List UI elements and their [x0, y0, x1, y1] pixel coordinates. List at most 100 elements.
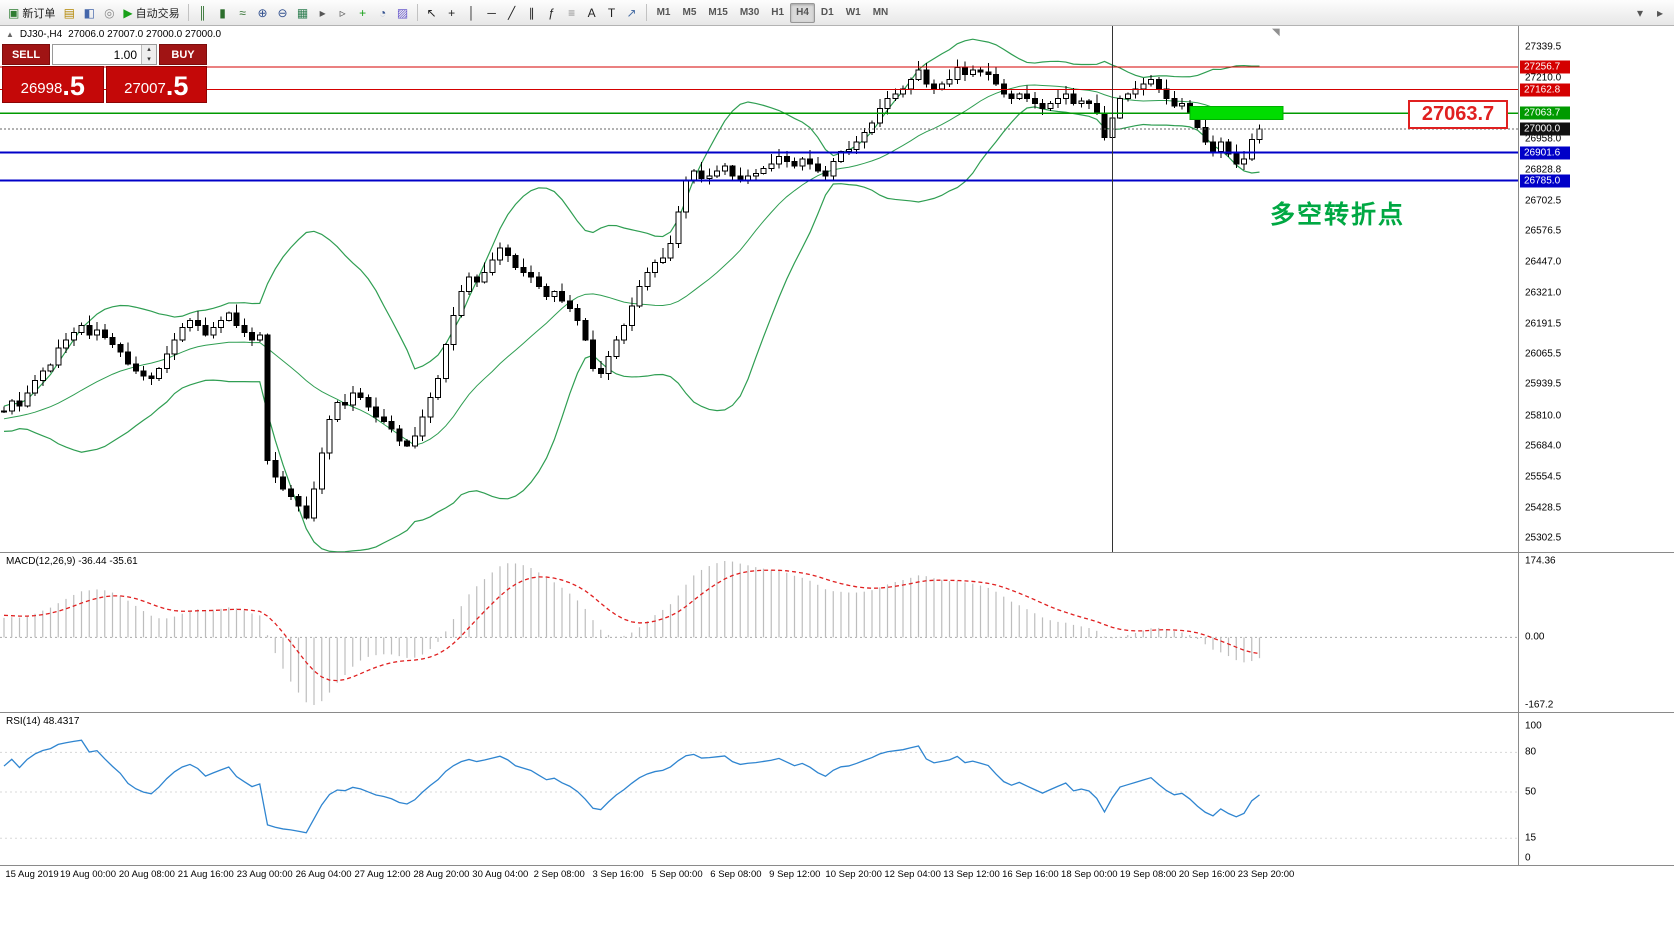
fibo-tool-icon: ƒ [548, 5, 555, 20]
timeframe-m15[interactable]: M15 [708, 7, 728, 18]
panel-divider[interactable] [0, 712, 1674, 713]
hline-tool-icon[interactable]: ─ [482, 3, 502, 23]
line-chart-icon: ≈ [239, 5, 246, 20]
price-tick-label: 26702.5 [1525, 195, 1562, 207]
time-axis-label: 27 Aug 12:00 [354, 869, 411, 880]
price-tag[interactable]: 27162.8 [1520, 83, 1570, 97]
time-axis-label: 5 Sep 00:00 [651, 869, 703, 880]
toolbar: ▣ 新订单 ▤ ◧ ◎ ▶ 自动交易 ║ ▮ ≈ ⊕ ⊖ ▦ ▸ ▹ + ◔ ▨ ↖ + │ ─ ╱ ∥ ƒ ≡ A T ↗ M1 M5 M1… [0, 0, 1674, 26]
timeframe-m30[interactable]: M30 [739, 7, 760, 18]
macd-tick-label: -167.2 [1525, 699, 1554, 711]
candle-chart-icon[interactable]: ▮ [213, 3, 233, 23]
time-axis-label: 16 Sep 16:00 [1002, 869, 1059, 880]
timeframe-w1[interactable]: W1 [845, 7, 861, 18]
toolbar-more-button: ▾ [1636, 5, 1644, 20]
bar-chart-icon: ║ [198, 5, 207, 20]
profiles-icon: ◧ [83, 5, 96, 20]
auto-scroll-icon[interactable]: ▸ [313, 3, 333, 23]
tile-windows-icon[interactable]: ▦ [293, 3, 313, 23]
rsi-tick-label: 15 [1525, 832, 1537, 844]
timeframe-m5[interactable]: M5 [682, 7, 697, 18]
trendline-tool-icon[interactable]: ╱ [502, 3, 522, 23]
fibo-tool-icon[interactable]: ƒ [542, 3, 562, 23]
volume-value[interactable]: 1.00 [113, 47, 137, 62]
templates-icon[interactable]: ▨ [393, 3, 413, 23]
volume-up-icon[interactable]: ▴ [142, 45, 156, 55]
price-tag[interactable]: 26785.0 [1520, 174, 1570, 188]
toolbar-more-button[interactable]: ▾ [1630, 3, 1650, 23]
panel-divider[interactable] [0, 552, 1674, 553]
sell-button[interactable]: SELL [2, 44, 50, 65]
price-tag[interactable]: 27063.7 [1520, 106, 1570, 120]
price-tick-label: 26576.5 [1525, 225, 1562, 237]
bollinger-bands [3, 38, 1260, 553]
timeframe-mn[interactable]: MN [872, 7, 889, 18]
toolbar-collapse-button[interactable]: ▸ [1650, 3, 1670, 23]
timeframe-h1[interactable]: H1 [771, 7, 785, 18]
volume-down-icon[interactable]: ▾ [142, 54, 156, 64]
chart-shift-icon[interactable]: ▹ [333, 3, 353, 23]
time-axis-label: 20 Sep 16:00 [1178, 869, 1236, 880]
time-axis-label: 10 Sep 20:00 [825, 869, 882, 880]
buy-button[interactable]: BUY [159, 44, 207, 65]
zoom-in-icon[interactable]: ⊕ [253, 3, 273, 23]
timeframe-m1[interactable]: M1 [656, 7, 671, 18]
profiles-icon[interactable]: ◧ [79, 3, 99, 23]
crosshair-icon[interactable]: + [442, 3, 462, 23]
price-tick-label: 25554.5 [1525, 471, 1562, 483]
toolbar-separator [416, 4, 418, 21]
refresh-icon[interactable]: ◎ [99, 3, 119, 23]
indicators-icon[interactable]: + [353, 3, 373, 23]
time-axis[interactable]: 15 Aug 2019 19 Aug 00:00 20 Aug 08:00 21 Au… [0, 865, 1674, 889]
periods-icon: ◔ [378, 5, 387, 20]
time-axis-label: 12 Sep 04:00 [884, 869, 941, 880]
zoom-out-icon[interactable]: ⊖ [273, 3, 293, 23]
price-axis[interactable]: 27339.5 27210.0 26958.0 26828.8 26702.5 26576… [1518, 26, 1674, 866]
highlight-rectangle[interactable] [1189, 106, 1284, 121]
time-axis-label: 3 Sep 16:00 [592, 869, 644, 880]
price-tag: 27000.0 [1520, 122, 1570, 136]
text-tool-icon[interactable]: A [582, 3, 602, 23]
rsi-tick-label: 100 [1525, 720, 1542, 732]
cursor-icon[interactable]: ↖ [422, 3, 442, 23]
levels-tool-icon[interactable]: ≡ [562, 3, 582, 23]
ohlc-values: 27006.0 27007.0 27000.0 27000.0 [68, 29, 222, 40]
arrows-tool-icon[interactable]: ↗ [622, 3, 642, 23]
label-tool-icon: T [607, 5, 616, 20]
timeframe-d1[interactable]: D1 [820, 7, 834, 18]
bid-dec: .5 [62, 71, 85, 101]
chart-window-icon[interactable]: ▤ [59, 3, 79, 23]
annotation-text[interactable]: 多空转折点 [1270, 201, 1406, 229]
symbol-period-label: DJ30-,H4 [19, 29, 63, 40]
templates-icon: ▨ [396, 5, 409, 20]
price-tag[interactable]: 26901.6 [1520, 146, 1570, 160]
price-callout-label[interactable]: 27063.7 [1408, 100, 1508, 129]
chart-title: ▲ DJ30-,H4 27006.0 27007.0 27000.0 27000… [6, 29, 221, 40]
autotrade-button[interactable]: ▶ 自动交易 [119, 3, 183, 23]
rsi-panel [0, 739, 1518, 839]
bid-price-button[interactable]: 26998.5 [2, 66, 104, 103]
trendline-tool-icon: ╱ [507, 5, 516, 20]
drawn-objects[interactable] [0, 26, 1518, 552]
ask-price-button[interactable]: 27007.5 [105, 66, 207, 103]
channel-tool-icon[interactable]: ∥ [522, 3, 542, 23]
vline-tool-icon[interactable]: │ [462, 3, 482, 23]
time-axis-label: 30 Aug 04:00 [472, 869, 529, 880]
macd-panel [0, 561, 1518, 705]
new-order-button: ▣ [8, 5, 20, 20]
new-order-button[interactable]: ▣ 新订单 [4, 3, 59, 23]
scroll-anchor-marker[interactable]: ◥ [1272, 27, 1280, 38]
one-click-toggle-icon[interactable]: ▲ [6, 30, 14, 39]
price-tick-label: 25939.5 [1525, 378, 1562, 390]
autotrade-button: ▶ [123, 5, 133, 20]
timeframe-h4[interactable]: H4 [790, 2, 815, 23]
periods-icon[interactable]: ◔ [373, 3, 393, 23]
volume-stepper[interactable]: 1.00 ▴ ▾ [52, 44, 157, 65]
line-chart-icon[interactable]: ≈ [233, 3, 253, 23]
bar-chart-icon[interactable]: ║ [193, 3, 213, 23]
label-tool-icon[interactable]: T [602, 3, 622, 23]
candle-chart-icon: ▮ [219, 5, 226, 20]
price-tag[interactable]: 27256.7 [1520, 60, 1570, 74]
ask-int: 27007 [124, 79, 166, 97]
